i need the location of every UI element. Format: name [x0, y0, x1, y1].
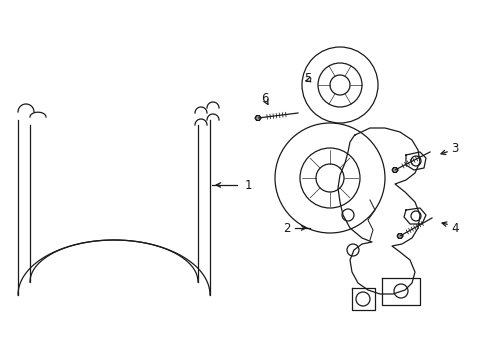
Text: 2: 2 — [283, 221, 290, 234]
Polygon shape — [396, 234, 402, 238]
Polygon shape — [255, 116, 260, 120]
Text: 3: 3 — [450, 141, 458, 154]
Text: 6: 6 — [261, 91, 268, 104]
Text: 1: 1 — [244, 179, 251, 192]
Text: 4: 4 — [450, 221, 458, 234]
Polygon shape — [391, 168, 397, 172]
Text: 5: 5 — [304, 72, 311, 85]
